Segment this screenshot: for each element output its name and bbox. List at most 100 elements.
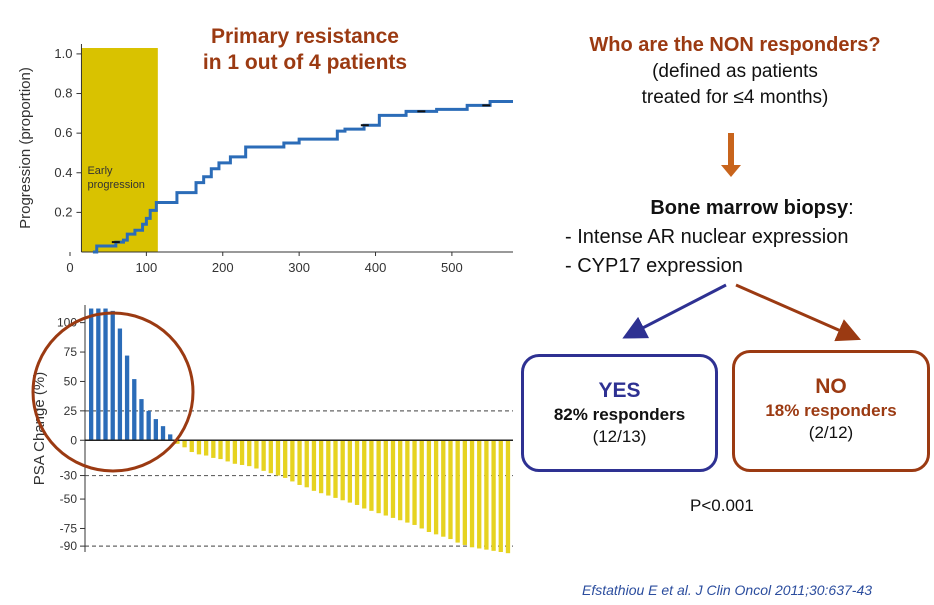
- psa-bar: [275, 440, 281, 476]
- question-title: Who are the NON responders?: [589, 34, 881, 56]
- psa-bar: [505, 440, 511, 554]
- yes-box: YES 82% responders (12/13): [521, 354, 718, 472]
- biopsy-item1: - Intense AR nuclear expression: [565, 226, 849, 248]
- psa-bar: [433, 440, 439, 535]
- psa-bar: [333, 440, 338, 498]
- psa-bar: [462, 440, 468, 545]
- psa-bar: [347, 440, 353, 503]
- psa-bar: [146, 410, 151, 441]
- no-box: NO 18% responders (2/12): [732, 350, 930, 472]
- psa-bar: [491, 440, 496, 551]
- psa-bar: [354, 440, 360, 505]
- y-tick-label: 0.8: [54, 86, 72, 101]
- psa-bar: [412, 440, 417, 525]
- psa-bar: [153, 419, 158, 441]
- psa-bar: [398, 440, 403, 521]
- y-axis-label: Progression (proportion): [17, 67, 34, 229]
- psa-bar: [132, 379, 137, 441]
- y-tick-label: -90: [60, 539, 78, 553]
- progression-chart: Early progression 0.2 0.4 0.6 0.8 1.0 0 100 200 30…: [17, 44, 513, 275]
- no-head: NO: [815, 375, 847, 398]
- psa-bar: [283, 440, 288, 478]
- psa-bar: [484, 440, 489, 550]
- psa-bar: [362, 440, 367, 509]
- psa-bar: [297, 440, 302, 485]
- psa-bar: [311, 440, 317, 491]
- psa-bar: [340, 440, 345, 501]
- resistance-line2: in 1 out of 4 patients: [202, 51, 408, 74]
- psa-bar: [390, 440, 396, 518]
- progression-series-line: [92, 99, 513, 254]
- psa-bar: [139, 399, 144, 441]
- y-tick-label: 50: [64, 374, 78, 388]
- psa-bar: [268, 440, 273, 474]
- psa-bar: [218, 440, 223, 460]
- psa-bar: [455, 440, 460, 543]
- y-tick-label: 1.0: [54, 46, 72, 61]
- resistance-line1: Primary resistance: [211, 25, 399, 48]
- psa-bar: [441, 440, 446, 537]
- resistance-annotation: Primary resistance in 1 out of 4 patient…: [180, 24, 430, 76]
- psa-bar: [477, 440, 482, 549]
- psa-bar: [160, 426, 166, 441]
- psa-bar: [203, 440, 209, 456]
- early-progression-label: progression: [87, 179, 144, 191]
- psa-bar: [239, 440, 245, 465]
- psa-bar: [290, 440, 295, 482]
- psa-bar: [318, 440, 324, 494]
- psa-bar: [498, 440, 503, 552]
- yes-responders: 82% responders: [553, 405, 686, 424]
- biopsy-block: Bone marrow biopsy: - Intense AR nuclear…: [565, 194, 925, 281]
- y-tick-label: -50: [60, 492, 78, 506]
- psa-bar: [124, 355, 130, 441]
- question-sub-line2: treated for ≤4 months): [641, 87, 829, 108]
- psa-waterfall-chart: 100 75 50 25 0 -30 -50 -75 -90 PSA Change (%): [31, 305, 513, 554]
- no-fraction: (2/12): [808, 423, 854, 442]
- yes-fraction: (12/13): [592, 427, 647, 446]
- psa-bar: [175, 440, 180, 444]
- yes-head: YES: [598, 379, 641, 402]
- psa-bar: [96, 308, 101, 441]
- y-tick-label: 0.2: [54, 204, 72, 219]
- y-tick-label: 0.4: [54, 165, 72, 180]
- x-tick-label: 200: [212, 260, 234, 275]
- question-sub-line1: (defined as patients: [652, 61, 818, 82]
- yes-arrow-icon: [622, 283, 727, 339]
- psa-bar: [419, 440, 424, 529]
- y-tick-label: 0.6: [54, 125, 72, 140]
- psa-bar: [196, 440, 202, 455]
- psa-bar: [247, 440, 252, 467]
- y-axis-label: PSA Change (%): [31, 372, 48, 485]
- psa-bar: [426, 440, 432, 533]
- y-tick-label: -30: [60, 469, 78, 483]
- down-arrow-shaft: [728, 133, 734, 167]
- psa-bar: [189, 440, 194, 453]
- x-tick-label: 0: [66, 260, 73, 275]
- psa-bar: [89, 308, 94, 441]
- citation: Efstathiou E et al. J Clin Oncol 2011;30…: [582, 582, 873, 598]
- y-tick-label: 75: [64, 345, 78, 359]
- flow-arrows: [622, 133, 861, 342]
- psa-bar: [211, 440, 216, 458]
- y-tick-label: 25: [64, 404, 78, 418]
- no-arrow-icon: [735, 283, 861, 342]
- psa-bar: [469, 440, 475, 548]
- no-responders: 18% responders: [765, 401, 897, 420]
- psa-bar: [326, 440, 331, 496]
- psa-bar: [261, 440, 266, 471]
- psa-bar: [369, 440, 374, 511]
- psa-bar: [168, 434, 173, 441]
- x-tick-label: 400: [365, 260, 387, 275]
- psa-bar: [383, 440, 388, 516]
- psa-bar: [110, 310, 115, 441]
- psa-bar: [182, 440, 187, 448]
- biopsy-item2: - CYP17 expression: [565, 255, 743, 277]
- non-responder-highlight: [31, 311, 195, 473]
- psa-bar: [448, 440, 453, 540]
- early-progression-label: Early: [87, 165, 113, 177]
- psa-bar: [232, 440, 238, 464]
- psa-bar: [376, 440, 381, 514]
- biopsy-colon: :: [848, 197, 854, 219]
- y-tick-label: 100: [57, 316, 77, 330]
- biopsy-title: Bone marrow biopsy: [650, 197, 849, 219]
